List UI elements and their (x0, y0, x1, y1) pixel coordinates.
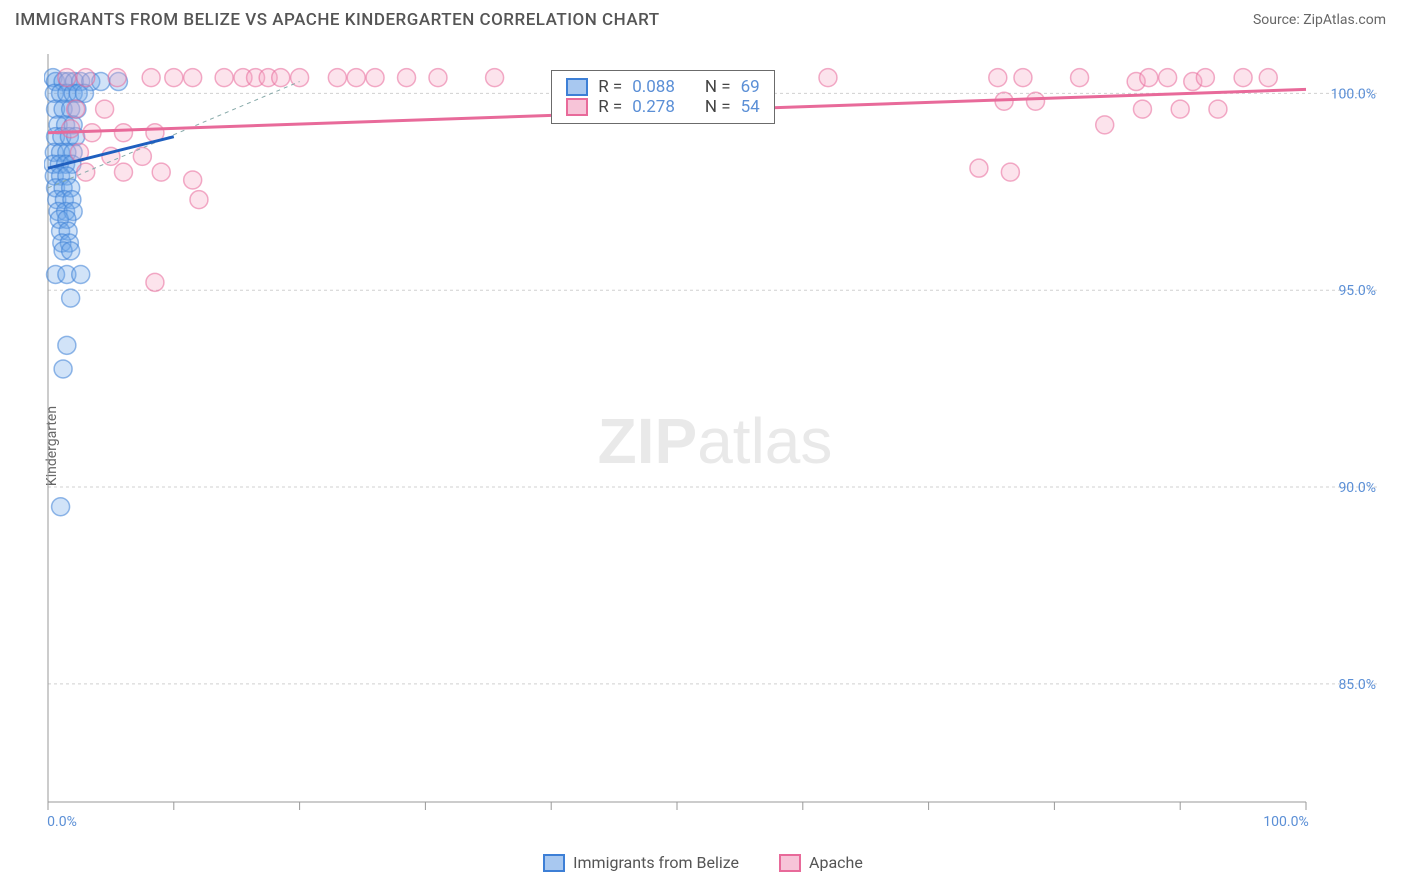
scatter-point (819, 69, 837, 87)
scatter-point (96, 100, 114, 118)
scatter-point (1071, 69, 1089, 87)
scatter-point (108, 69, 126, 87)
scatter-point (1234, 69, 1252, 87)
r-label: R = (598, 97, 622, 117)
scatter-point (1159, 69, 1177, 87)
scatter-point (165, 69, 183, 87)
scatter-point (72, 265, 90, 283)
stats-legend: R = 0.088 N = 69 R = 0.278 N = 54 (551, 70, 775, 124)
legend-swatch (566, 78, 588, 96)
scatter-point (114, 124, 132, 142)
scatter-point (272, 69, 290, 87)
scatter-point (1196, 69, 1214, 87)
scatter-point (58, 336, 76, 354)
scatter-point (1014, 69, 1032, 87)
y-tick-label: 100.0% (1331, 86, 1376, 102)
legend-label: Apache (809, 853, 863, 872)
scatter-point (328, 69, 346, 87)
y-tick-label: 85.0% (1338, 677, 1376, 693)
scatter-point (398, 69, 416, 87)
scatter-point (54, 360, 72, 378)
n-value: 54 (741, 97, 760, 117)
scatter-point (1133, 100, 1151, 118)
legend-label: Immigrants from Belize (573, 853, 739, 872)
stat-legend-row: R = 0.278 N = 54 (566, 97, 760, 117)
source-label: Source: ZipAtlas.com (1253, 12, 1386, 28)
scatter-point (184, 171, 202, 189)
scatter-point (1209, 100, 1227, 118)
scatter-point (1027, 92, 1045, 110)
n-value: 69 (741, 77, 760, 97)
chart-title: IMMIGRANTS FROM BELIZE VS APACHE KINDERG… (15, 10, 660, 30)
scatter-point (970, 159, 988, 177)
scatter-point (133, 147, 151, 165)
scatter-point (347, 69, 365, 87)
n-label: N = (705, 77, 731, 97)
n-label: N = (705, 97, 731, 117)
y-tick-label: 90.0% (1338, 480, 1376, 496)
legend-swatch (779, 854, 801, 872)
legend-item: Apache (779, 853, 863, 872)
scatter-point (62, 242, 80, 260)
r-value: 0.088 (632, 77, 675, 97)
x-tick-label: 0.0% (47, 814, 77, 830)
scatter-point (989, 69, 1007, 87)
scatter-point (152, 163, 170, 181)
scatter-point (366, 69, 384, 87)
scatter-point (190, 191, 208, 209)
scatter-point (1096, 116, 1114, 134)
legend-swatch (566, 98, 588, 116)
scatter-point (52, 498, 70, 516)
scatter-point (184, 69, 202, 87)
r-value: 0.278 (632, 97, 675, 117)
scatter-point (429, 69, 447, 87)
scatter-point (62, 120, 80, 138)
plot-area: 85.0%90.0%95.0%100.0%0.0%100.0% ZIPatlas… (44, 50, 1386, 832)
scatter-point (1140, 69, 1158, 87)
scatter-point (146, 273, 164, 291)
scatter-point (67, 100, 85, 118)
scatter-point (77, 69, 95, 87)
stat-legend-row: R = 0.088 N = 69 (566, 77, 760, 97)
scatter-point (486, 69, 504, 87)
scatter-point (1001, 163, 1019, 181)
x-tick-label: 100.0% (1263, 814, 1308, 830)
r-label: R = (598, 77, 622, 97)
y-tick-label: 95.0% (1338, 283, 1376, 299)
scatter-point (1171, 100, 1189, 118)
scatter-point (62, 289, 80, 307)
scatter-point (142, 69, 160, 87)
scatter-point (114, 163, 132, 181)
legend-item: Immigrants from Belize (543, 853, 739, 872)
scatter-point (58, 69, 76, 87)
scatter-point (1259, 69, 1277, 87)
legend-swatch (543, 854, 565, 872)
series-legend: Immigrants from Belize Apache (0, 853, 1406, 872)
scatter-point (215, 69, 233, 87)
